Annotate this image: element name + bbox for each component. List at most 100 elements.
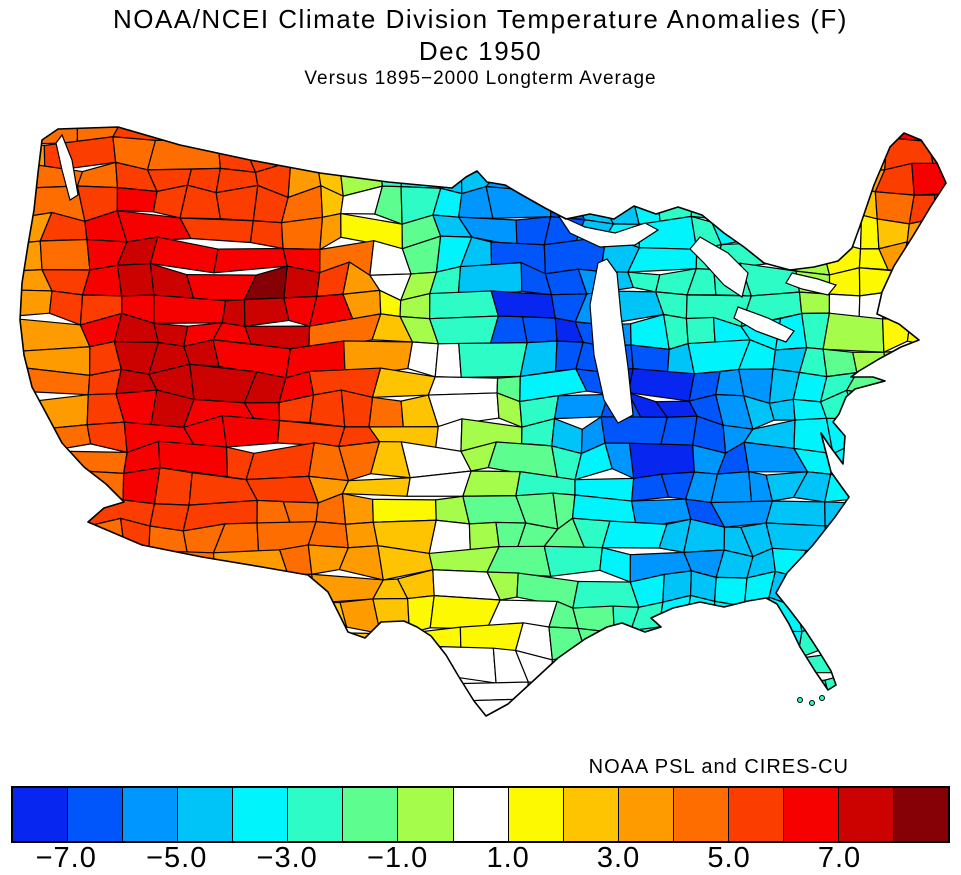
climate-division xyxy=(852,672,881,711)
climate-division xyxy=(153,294,227,324)
climate-division xyxy=(603,674,671,711)
climate-division xyxy=(554,393,609,420)
colorbar-tick-label: −7.0 xyxy=(35,842,97,874)
climate-division xyxy=(80,674,118,704)
climate-division xyxy=(148,549,215,575)
climate-division xyxy=(911,162,946,196)
climate-division xyxy=(371,498,437,523)
climate-division xyxy=(881,318,912,353)
climate-division xyxy=(909,367,946,403)
climate-division xyxy=(397,139,436,168)
climate-division xyxy=(279,597,319,633)
climate-division xyxy=(38,699,124,716)
florida-keys xyxy=(809,700,815,706)
climate-division xyxy=(217,138,257,173)
climate-division xyxy=(184,598,220,629)
climate-division xyxy=(627,247,698,273)
climate-division xyxy=(153,673,229,701)
climate-division xyxy=(881,287,913,320)
climate-division xyxy=(873,417,908,456)
climate-division xyxy=(20,425,50,454)
climate-division xyxy=(20,450,51,471)
climate-division xyxy=(153,648,193,683)
climate-division xyxy=(573,677,616,711)
climate-division xyxy=(20,599,49,635)
colorbar-tick-label: −3.0 xyxy=(256,842,318,874)
climate-division xyxy=(221,298,246,327)
climate-division xyxy=(487,133,517,172)
climate-division xyxy=(854,127,890,146)
climate-division xyxy=(572,580,640,609)
climate-division xyxy=(577,646,641,679)
climate-division xyxy=(513,142,559,170)
climate-division xyxy=(908,498,935,532)
climate-division xyxy=(278,134,319,171)
climate-division xyxy=(43,569,88,608)
climate-division xyxy=(378,672,409,710)
climate-division xyxy=(217,676,286,710)
colorbar-segment xyxy=(728,788,784,841)
climate-division xyxy=(767,656,798,687)
colorbar-tick-labels: −7.0 −5.0 −3.0 −1.0 1.0 3.0 5.0 7.0 xyxy=(11,842,950,874)
climate-division xyxy=(43,599,82,629)
climate-division xyxy=(822,348,858,378)
climate-divisions-layer xyxy=(20,127,946,716)
climate-division xyxy=(462,470,521,497)
climate-division xyxy=(716,674,755,706)
climate-division xyxy=(275,704,320,716)
climate-division xyxy=(368,396,404,429)
climate-division xyxy=(379,632,411,655)
climate-division xyxy=(146,138,221,171)
climate-division xyxy=(765,500,826,527)
colorbar-tick-label: −5.0 xyxy=(146,842,208,874)
climate-division xyxy=(930,543,946,576)
climate-division xyxy=(824,672,854,711)
climate-division xyxy=(604,626,668,650)
climate-division xyxy=(344,672,383,708)
climate-division xyxy=(901,543,941,575)
climate-division xyxy=(487,127,522,145)
climate-division xyxy=(337,127,377,141)
climate-division xyxy=(852,572,909,602)
climate-division xyxy=(598,167,638,199)
climate-division xyxy=(184,569,220,601)
climate-division xyxy=(20,626,52,652)
climate-division xyxy=(659,701,690,716)
climate-division xyxy=(710,127,748,148)
climate-division xyxy=(742,596,770,635)
climate-division xyxy=(151,699,196,716)
climate-division xyxy=(685,594,716,632)
climate-division xyxy=(77,599,123,632)
lake-michigan xyxy=(589,258,634,424)
climate-division xyxy=(930,624,946,660)
climate-division xyxy=(519,340,558,378)
climate-division xyxy=(155,624,193,654)
climate-division xyxy=(858,466,889,505)
climate-division xyxy=(547,677,579,710)
lake-superior xyxy=(556,213,660,248)
climate-division xyxy=(116,187,158,213)
climate-division xyxy=(249,701,280,716)
climate-division xyxy=(86,421,128,453)
climate-division xyxy=(184,624,249,659)
climate-division xyxy=(399,700,471,716)
us-coastline-outline xyxy=(19,126,947,717)
climate-division xyxy=(573,697,639,716)
climate-division xyxy=(280,216,324,251)
climate-division xyxy=(247,630,293,659)
colorbar-tick-label: 7.0 xyxy=(817,842,862,874)
climate-division xyxy=(113,673,157,701)
climate-division xyxy=(887,596,912,630)
florida-keys xyxy=(797,697,803,703)
climate-division xyxy=(485,185,552,219)
colorbar-segment xyxy=(508,788,564,841)
colorbar-segment xyxy=(894,788,949,841)
climate-division xyxy=(549,187,586,221)
climate-division xyxy=(319,212,342,251)
climate-division xyxy=(906,317,946,353)
climate-division xyxy=(249,220,284,250)
climate-division xyxy=(750,676,776,706)
climate-division xyxy=(824,501,880,527)
climate-division xyxy=(928,127,946,145)
